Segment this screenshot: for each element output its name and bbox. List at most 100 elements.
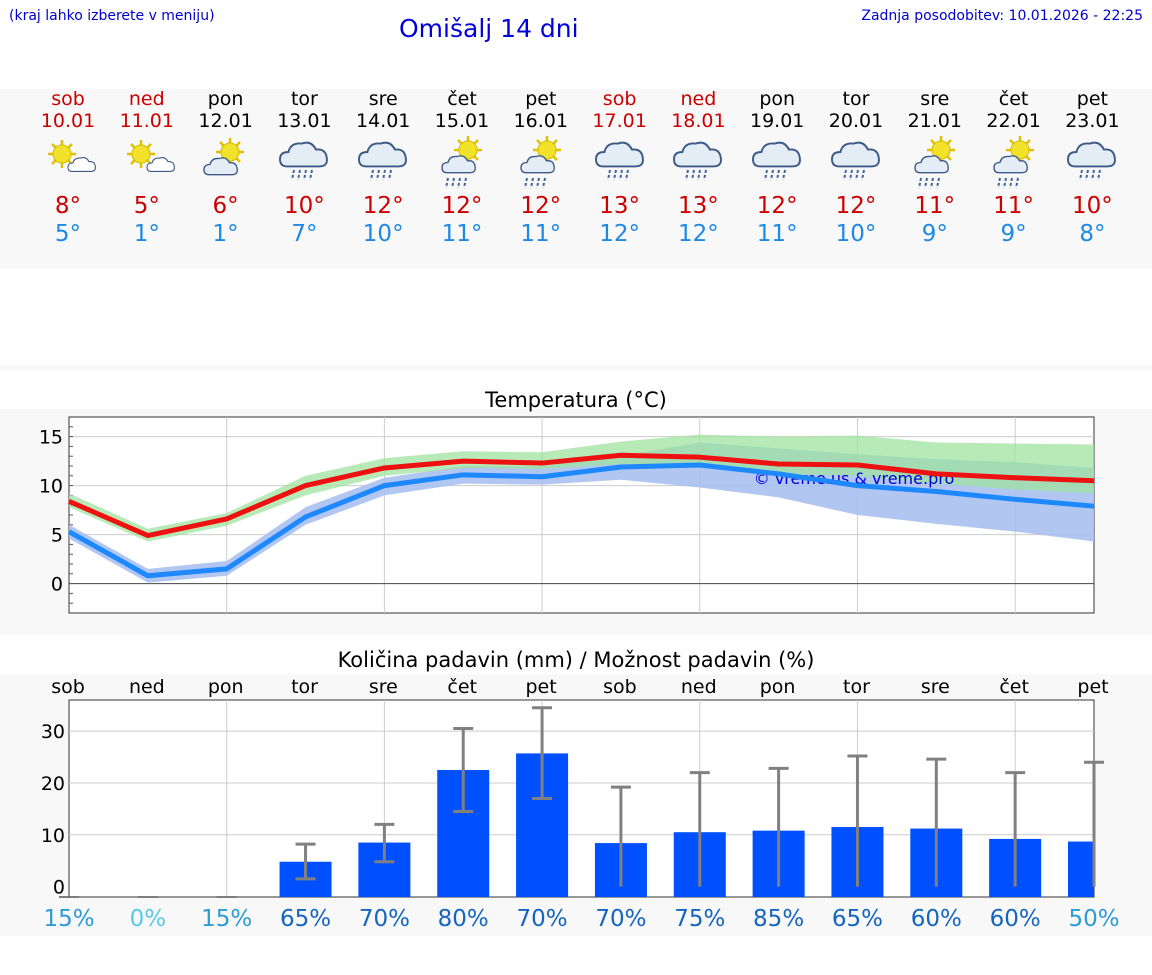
sun-rain-icon [502, 132, 580, 192]
day-date: 19.01 [749, 110, 805, 132]
cloud-rain-icon [344, 132, 422, 192]
x-tick-label: pet [1077, 676, 1108, 698]
day-card: pet 16.01 12° 11° [502, 88, 580, 248]
precip-probability: 65% [832, 906, 883, 932]
day-high-temp: 12° [441, 193, 483, 219]
day-weekday: ned [128, 88, 165, 110]
x-tick-label: ned [129, 676, 165, 698]
day-weekday: sob [602, 88, 637, 110]
precip-probability: 0% [130, 906, 167, 932]
day-high-temp: 12° [756, 193, 798, 219]
y-tick-label: 15 [39, 427, 63, 449]
day-high-temp: 5° [133, 193, 160, 219]
day-card: čet 15.01 12° 11° [423, 88, 501, 248]
day-weekday: pon [759, 88, 796, 110]
day-low-temp: 10° [362, 221, 404, 247]
page-title: Omišalj 14 dni [399, 14, 579, 43]
precip-probability: 70% [595, 906, 646, 932]
day-high-temp: 11° [993, 193, 1034, 219]
day-low-temp: 8° [1079, 221, 1106, 247]
watermark: © vreme.us & vreme.pro [754, 469, 955, 488]
y-tick-label: 5 [51, 525, 63, 547]
day-high-temp: 13° [678, 193, 719, 219]
day-high-temp: 12° [520, 193, 562, 219]
day-card: čet 22.01 11° 9° [975, 88, 1053, 248]
y-tick-label: 10 [41, 825, 65, 847]
cloud-rain-icon [1053, 132, 1131, 192]
precip-probability: 80% [438, 906, 489, 932]
day-date: 20.01 [828, 110, 884, 132]
precip-bar [1068, 841, 1094, 897]
day-high-temp: 12° [362, 193, 404, 219]
day-weekday: sre [920, 88, 950, 110]
x-tick-label: sre [921, 676, 950, 698]
day-weekday: pon [207, 88, 244, 110]
day-high-temp: 10° [1072, 193, 1113, 219]
x-tick-label: pet [525, 676, 556, 698]
day-low-temp: 9° [921, 221, 948, 247]
day-weekday: tor [290, 88, 318, 110]
day-low-temp: 10° [835, 221, 877, 247]
day-card: sob 10.01 8° 5° [29, 88, 107, 248]
x-tick-label: čet [447, 676, 477, 698]
precip-probability: 85% [753, 906, 804, 932]
y-tick-label: 0 [53, 877, 65, 899]
day-date: 17.01 [592, 110, 647, 132]
precip-probability: 60% [990, 906, 1041, 932]
day-high-temp: 13° [599, 193, 640, 219]
day-date: 10.01 [40, 110, 96, 132]
cloud-rain-icon [659, 132, 737, 192]
x-tick-label: sob [51, 676, 85, 698]
cloud-rain-icon [738, 132, 816, 192]
x-tick-label: sob [603, 676, 637, 698]
day-card: pon 12.01 6° 1° [187, 88, 265, 248]
day-weekday: ned [680, 88, 717, 110]
x-tick-label: pon [760, 676, 796, 698]
day-card: ned 11.01 5° 1° [108, 88, 186, 248]
day-card: pon 19.01 12° 11° [738, 88, 816, 248]
day-weekday: sre [368, 88, 398, 110]
sun-rain-icon [423, 132, 501, 192]
forecast-panel [0, 89, 1152, 269]
day-high-temp: 6° [212, 193, 239, 219]
sun-rain-icon [896, 132, 974, 192]
day-low-temp: 11° [756, 221, 798, 247]
precip-probability: 60% [911, 906, 962, 932]
day-card: ned 18.01 13° 12° [659, 88, 737, 248]
y-tick-label: 0 [51, 574, 63, 596]
day-weekday: pet [1076, 88, 1108, 110]
day-high-temp: 12° [835, 193, 877, 219]
region-menu-hint[interactable]: (kraj lahko izberete v meniju) [9, 8, 215, 24]
day-date: 15.01 [434, 110, 490, 132]
day-high-temp: 11° [914, 193, 956, 219]
y-tick-label: 10 [39, 476, 63, 498]
day-weekday: tor [842, 88, 870, 110]
divider [0, 365, 1152, 370]
day-low-temp: 7° [291, 221, 318, 247]
day-card: pet 23.01 10° 8° [1053, 88, 1131, 248]
partly-cloudy-icon [187, 132, 265, 192]
day-date: 11.01 [119, 110, 174, 132]
x-tick-label: pon [208, 676, 244, 698]
day-card: tor 13.01 10° 7° [265, 88, 343, 248]
day-low-temp: 11° [441, 221, 483, 247]
precip-probability: 70% [359, 906, 410, 932]
day-date: 12.01 [198, 110, 253, 132]
day-low-temp: 12° [599, 221, 640, 247]
day-low-temp: 12° [678, 221, 719, 247]
day-weekday: čet [998, 88, 1029, 110]
precip-probability: 65% [280, 906, 331, 932]
precip-probability: 15% [43, 906, 94, 932]
day-date: 23.01 [1065, 110, 1120, 132]
cloud-rain-icon [265, 132, 343, 192]
sun-cloud-icon [29, 132, 107, 192]
day-card: sob 17.01 13° 12° [581, 88, 659, 248]
last-update: Zadnja posodobitev: 10.01.2026 - 22:25 [861, 8, 1143, 24]
day-low-temp: 1° [212, 221, 239, 247]
day-low-temp: 11° [520, 221, 562, 247]
y-tick-label: 30 [41, 721, 65, 743]
day-date: 14.01 [355, 110, 411, 132]
day-date: 22.01 [986, 110, 1041, 132]
max-temp-band [69, 434, 1094, 542]
